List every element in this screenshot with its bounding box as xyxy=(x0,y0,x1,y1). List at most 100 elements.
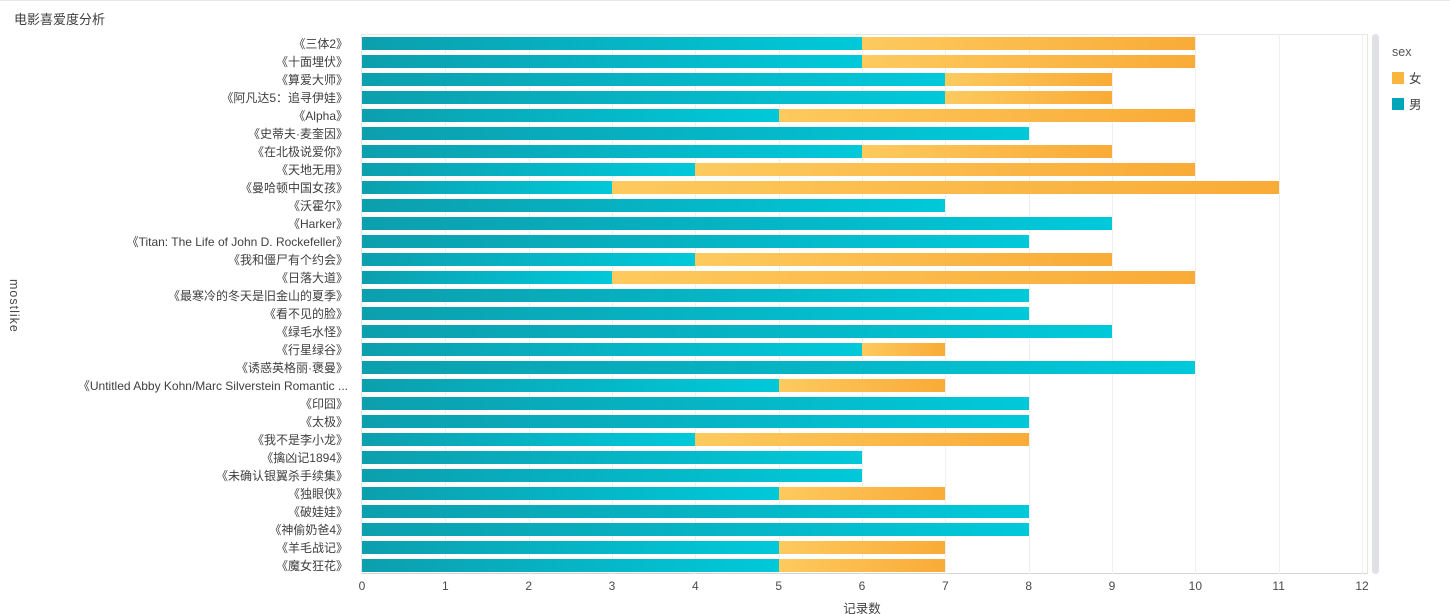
bar-segment-male[interactable] xyxy=(362,540,779,554)
bar-segment-female[interactable] xyxy=(778,486,946,500)
bar-row: 《算爱大师》 xyxy=(0,70,1362,88)
bar-segment-female[interactable] xyxy=(862,54,1196,68)
bar-row: 《未确认银翼杀手续集》 xyxy=(0,466,1362,484)
bar-track xyxy=(362,270,1362,284)
bar-track xyxy=(362,432,1362,446)
bar-track xyxy=(362,198,1362,212)
bar-segment-female[interactable] xyxy=(862,342,946,356)
category-label: 《沃霍尔》 xyxy=(287,198,348,213)
bar-segment-male[interactable] xyxy=(362,144,862,158)
bar-segment-male[interactable] xyxy=(362,396,1029,410)
category-label: 《印囧》 xyxy=(299,396,348,411)
bar-segment-male[interactable] xyxy=(362,324,1112,338)
scrollbar-thumb[interactable] xyxy=(1372,34,1379,574)
legend-item-男[interactable]: 男 xyxy=(1392,94,1422,113)
x-tick-label: 1 xyxy=(441,579,449,593)
bar-row: 《Untitled Abby Kohn/Marc Silverstein Rom… xyxy=(0,376,1362,394)
bar-row: 《魔女狂花》 xyxy=(0,556,1362,574)
bar-segment-female[interactable] xyxy=(612,270,1196,284)
bar-segment-female[interactable] xyxy=(612,180,1279,194)
legend-items: 女男 xyxy=(1392,68,1422,113)
bar-segment-male[interactable] xyxy=(362,180,612,194)
bar-track xyxy=(362,162,1362,176)
bar-segment-female[interactable] xyxy=(778,558,946,572)
y-axis-title: mostlike xyxy=(7,279,21,333)
bar-segment-male[interactable] xyxy=(362,72,946,86)
bar-row: 《在北极说爱你》 xyxy=(0,142,1362,160)
bar-segment-male[interactable] xyxy=(362,306,1029,320)
bar-track xyxy=(362,450,1362,464)
category-label: 《看不见的脸》 xyxy=(263,306,348,321)
grid-line xyxy=(1195,34,1197,574)
bar-row: 《Alpha》 xyxy=(0,106,1362,124)
bar-segment-female[interactable] xyxy=(862,144,1112,158)
bar-track xyxy=(362,126,1362,140)
bar-segment-male[interactable] xyxy=(362,252,696,266)
bar-track xyxy=(362,180,1362,194)
bar-segment-male[interactable] xyxy=(362,414,1029,428)
legend-swatch xyxy=(1392,97,1404,110)
bar-segment-male[interactable] xyxy=(362,288,1029,302)
category-label: 《行星绿谷》 xyxy=(275,342,348,357)
bar-segment-female[interactable] xyxy=(695,252,1112,266)
bar-row: 《Titan: The Life of John D. Rockefeller》 xyxy=(0,232,1362,250)
bar-segment-female[interactable] xyxy=(778,378,946,392)
bar-segment-male[interactable] xyxy=(362,360,1196,374)
legend-label: 女 xyxy=(1409,72,1422,86)
bar-segment-male[interactable] xyxy=(362,432,696,446)
bar-segment-male[interactable] xyxy=(362,522,1029,536)
grid-line xyxy=(1112,34,1113,574)
bar-segment-female[interactable] xyxy=(695,432,1029,446)
bar-segment-male[interactable] xyxy=(362,468,862,482)
bar-segment-male[interactable] xyxy=(362,558,779,572)
bar-segment-male[interactable] xyxy=(362,90,946,104)
bar-track xyxy=(362,396,1362,410)
bar-track xyxy=(362,360,1362,374)
bar-row: 《我和僵尸有个约会》 xyxy=(0,250,1362,268)
x-tick-label: 10 xyxy=(1188,579,1203,593)
bar-segment-male[interactable] xyxy=(362,450,862,464)
category-label: 《Alpha》 xyxy=(293,108,348,123)
bar-row: 《绿毛水怪》 xyxy=(0,322,1362,340)
vertical-scrollbar[interactable] xyxy=(1372,34,1379,574)
bar-segment-female[interactable] xyxy=(778,540,946,554)
bar-segment-male[interactable] xyxy=(362,504,1029,518)
x-tick-label: 0 xyxy=(358,579,366,593)
bar-segment-female[interactable] xyxy=(695,162,1196,176)
bar-segment-male[interactable] xyxy=(362,162,696,176)
legend-title: sex xyxy=(1392,45,1412,59)
x-tick-label: 2 xyxy=(525,579,532,593)
bar-track xyxy=(362,324,1362,338)
bar-segment-female[interactable] xyxy=(862,36,1196,50)
bar-segment-female[interactable] xyxy=(945,90,1112,104)
legend-label: 男 xyxy=(1409,98,1422,112)
x-tick-label: 5 xyxy=(775,579,782,593)
grid-line xyxy=(1028,34,1030,574)
gridlines xyxy=(362,34,1363,574)
bar-track xyxy=(362,72,1362,86)
chart-title: 电影喜爱度分析 xyxy=(14,12,106,27)
category-label: 《魔女狂花》 xyxy=(275,558,348,573)
bar-segment-female[interactable] xyxy=(778,108,1196,122)
bar-segment-male[interactable] xyxy=(362,108,779,122)
category-label: 《神偷奶爸4》 xyxy=(269,522,348,537)
bar-segment-male[interactable] xyxy=(362,342,862,356)
bar-track xyxy=(362,342,1362,356)
bar-segment-male[interactable] xyxy=(362,378,779,392)
bar-segment-female[interactable] xyxy=(945,72,1112,86)
bar-segment-male[interactable] xyxy=(362,234,1029,248)
grid-line xyxy=(528,34,530,574)
grid-line xyxy=(1278,34,1280,574)
bar-segment-male[interactable] xyxy=(362,36,862,50)
bar-segment-male[interactable] xyxy=(362,54,862,68)
bar-segment-male[interactable] xyxy=(362,198,946,212)
bar-segment-male[interactable] xyxy=(362,126,1029,140)
category-label: 《算爱大师》 xyxy=(275,72,348,87)
bar-segment-male[interactable] xyxy=(362,270,612,284)
bar-segment-male[interactable] xyxy=(362,486,779,500)
bar-row: 《阿凡达5：追寻伊娃》 xyxy=(0,88,1362,106)
bar-segment-male[interactable] xyxy=(362,216,1112,230)
grid-line xyxy=(445,34,447,574)
legend-item-女[interactable]: 女 xyxy=(1392,68,1422,87)
